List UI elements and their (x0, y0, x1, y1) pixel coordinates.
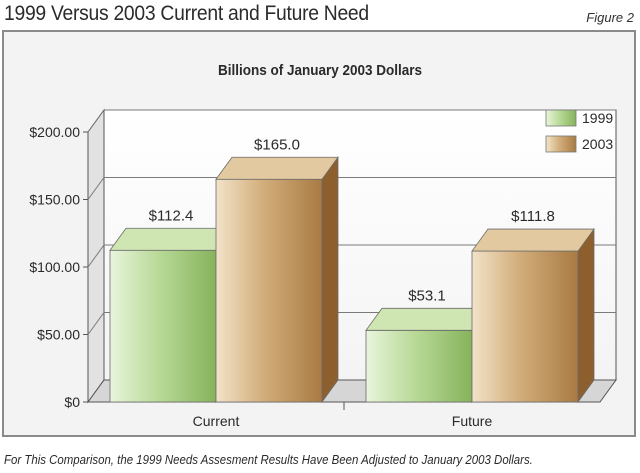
bar-2003-current (215, 156, 339, 404)
bar-top (215, 156, 339, 180)
gridline (87, 177, 616, 200)
bar-top (471, 228, 595, 252)
category-label: Future (452, 413, 493, 429)
y-tick-label: $50.00 (37, 327, 80, 343)
legend-label-2003: 2003 (582, 136, 613, 152)
bar-front (215, 178, 323, 403)
legend: 1999 2003 (545, 109, 613, 153)
data-label: $111.8 (511, 208, 555, 225)
y-tick-label: $100.00 (29, 259, 80, 275)
bar-top (109, 227, 233, 251)
bar-front (109, 249, 217, 403)
page-title: 1999 Versus 2003 Current and Future Need (4, 2, 369, 25)
bar-top (365, 307, 489, 331)
bar-1999-current (109, 227, 233, 404)
footnote: For This Comparison, the 1999 Needs Asse… (4, 452, 533, 467)
bar-1999-future (365, 307, 489, 404)
chart-title: Billions of January 2003 Dollars (217, 62, 423, 79)
data-label: $165.0 (254, 136, 300, 153)
bar-2003-future (471, 227, 595, 404)
y-axis-ticks: $0 $50.00 $100.00 $150.00 $200.00 (29, 124, 88, 410)
y-tick-label: $200.00 (29, 124, 80, 140)
gridline (87, 109, 616, 133)
chart-bars: $112.4 $165.0 $53.1 $111.8 (109, 136, 595, 404)
legend-label-1999: 1999 (582, 110, 613, 126)
bar-front (471, 250, 579, 403)
data-label: $53.1 (408, 287, 446, 304)
bar-front (365, 329, 473, 403)
legend-swatch-1999 (545, 109, 577, 127)
gridline (87, 244, 616, 268)
legend-swatch-2003 (545, 135, 577, 153)
y-tick-label: $0 (64, 394, 80, 410)
x-axis-categories: Current Future (193, 402, 493, 429)
bar-side (577, 227, 595, 404)
category-label: Current (193, 413, 240, 429)
data-label: $112.4 (149, 207, 194, 224)
y-tick-label: $150.00 (29, 192, 80, 208)
bar-side (321, 156, 339, 404)
figure-label: Figure 2 (586, 10, 634, 25)
